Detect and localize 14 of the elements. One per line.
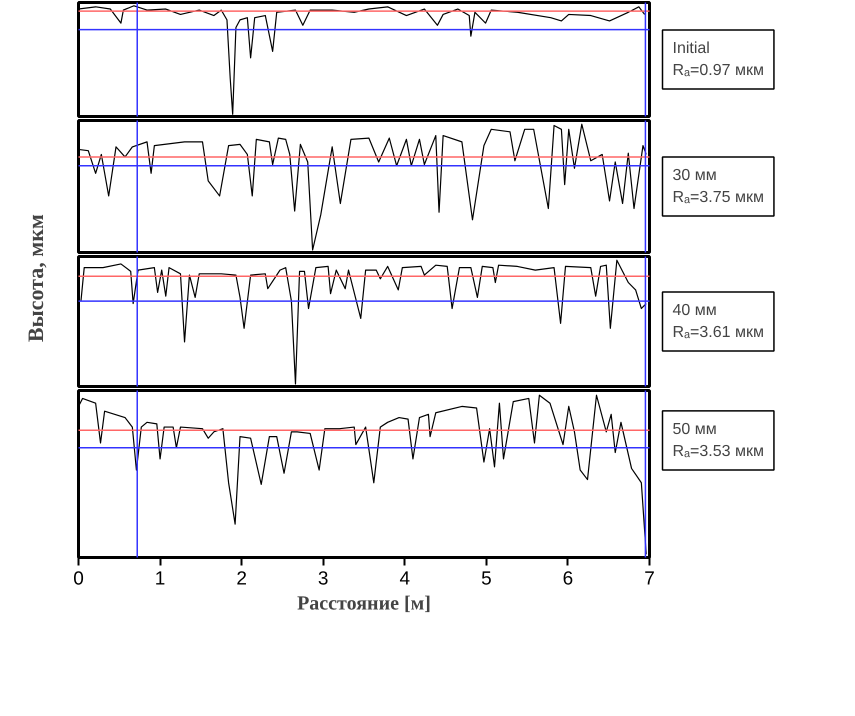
x-tick-label: 5: [481, 568, 492, 590]
y-axis-title: Высота, мкм: [23, 214, 48, 342]
x-tick-label: 3: [318, 568, 329, 590]
x-tick-label: 4: [400, 568, 410, 590]
text: Initial Rₐ=0.97 мкм: [672, 40, 764, 80]
x-tick-label: 7: [644, 568, 655, 590]
text: 40 мм Rₐ=3.61 мкм: [672, 302, 764, 342]
x-tick-label: 2: [236, 568, 247, 590]
x-tick-label: 0: [73, 568, 84, 590]
x-tick-label: 6: [562, 568, 574, 590]
text: 50 мм Rₐ=3.53 мкм: [672, 420, 764, 460]
x-tick-label: 1: [154, 568, 166, 590]
text: 30 мм Rₐ=3.75 мкм: [672, 166, 764, 206]
x-axis-title: Расстояние [м]: [297, 592, 431, 614]
